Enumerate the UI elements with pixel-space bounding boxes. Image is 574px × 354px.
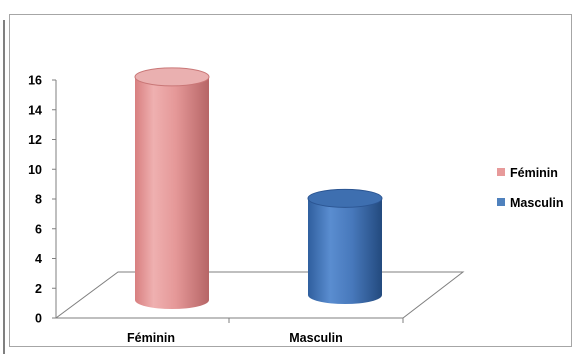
- y-tick-label: 4: [35, 252, 42, 266]
- bar-feminin: [134, 67, 210, 309]
- bar-masculin-top: [307, 188, 383, 208]
- legend-swatch-masculin: [497, 198, 505, 206]
- chart-border: [9, 14, 572, 347]
- y-tick-label: 2: [35, 282, 42, 296]
- y-tick-label: 0: [35, 312, 42, 326]
- bar-masculin: [307, 188, 383, 304]
- bar-feminin-top: [134, 67, 210, 87]
- x-tick-label-feminin: Féminin: [127, 331, 175, 345]
- legend: Féminin Masculin: [497, 166, 564, 210]
- legend-label-feminin: Féminin: [510, 166, 558, 180]
- y-tick-label: 12: [28, 133, 42, 147]
- bars: [134, 67, 383, 309]
- bar-masculin-body: [308, 198, 382, 304]
- y-tick-label: 10: [28, 163, 42, 177]
- y-tick-label: 8: [35, 193, 42, 207]
- y-tick-label: 16: [28, 74, 42, 88]
- legend-swatch-feminin: [497, 168, 505, 176]
- bar-feminin-body: [135, 76, 209, 309]
- y-ticks: 0 2 4 6 8 10 12 14 16: [28, 74, 56, 326]
- legend-label-masculin: Masculin: [510, 196, 564, 210]
- y-tick-label: 6: [35, 222, 42, 236]
- chart-floor: [54, 271, 465, 319]
- y-tick-label: 14: [28, 103, 42, 117]
- x-tick-label-masculin: Masculin: [289, 331, 343, 345]
